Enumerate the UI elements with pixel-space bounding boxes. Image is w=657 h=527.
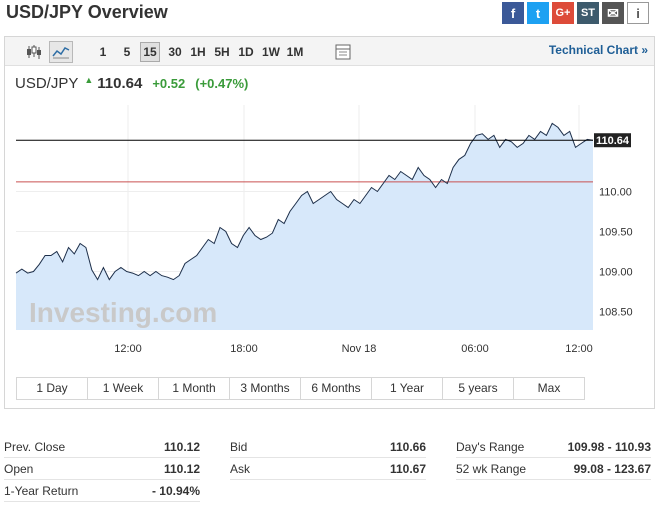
chart-toolbar: 1 5 15 30 1H 5H 1D 1W 1M Technical Chart » bbox=[5, 37, 654, 66]
quote-header: USD/JPY ▲ 110.64 +0.52 (+0.47%) bbox=[15, 75, 248, 92]
area-chart-icon[interactable] bbox=[49, 41, 73, 63]
share-bar: f t G+ ST ✉ i bbox=[502, 2, 649, 24]
stat-label: Bid bbox=[230, 440, 248, 454]
stat-label: 1-Year Return bbox=[4, 484, 79, 498]
stat-row: Ask 110.67 bbox=[230, 458, 426, 480]
x-tick-label: 12:00 bbox=[565, 343, 593, 355]
stat-row: 1-Year Return - 10.94% bbox=[4, 480, 200, 502]
interval-button-1[interactable]: 1 bbox=[99, 45, 107, 59]
range-button-6-months[interactable]: 6 Months bbox=[301, 378, 372, 399]
stat-label: 52 wk Range bbox=[456, 462, 527, 476]
interval-button-30[interactable]: 30 bbox=[168, 45, 182, 59]
interval-button-1d[interactable]: 1D bbox=[238, 45, 254, 59]
price-line bbox=[15, 122, 594, 281]
range-button-5-years[interactable]: 5 years bbox=[443, 378, 514, 399]
y-tick-label: 109.00 bbox=[599, 267, 633, 279]
interval-button-1m[interactable]: 1M bbox=[286, 45, 304, 59]
stat-value: - 10.94% bbox=[151, 484, 200, 498]
x-tick-label: 18:00 bbox=[230, 343, 258, 355]
x-tick-label: 12:00 bbox=[114, 343, 142, 355]
stat-value: 110.67 bbox=[389, 462, 426, 476]
mail-icon[interactable]: ✉ bbox=[602, 2, 624, 24]
stat-row: Day's Range 109.98 - 110.93 bbox=[456, 436, 651, 458]
range-button-3-months[interactable]: 3 Months bbox=[230, 378, 301, 399]
page-title: USD/JPY Overview bbox=[6, 2, 168, 22]
x-tick-label: 06:00 bbox=[461, 343, 489, 355]
stats-column-3: Day's Range 109.98 - 110.93 52 wk Range 99.… bbox=[456, 436, 651, 480]
candlestick-chart-icon[interactable] bbox=[22, 41, 46, 63]
stat-value: 99.08 - 123.67 bbox=[573, 462, 651, 476]
investing-watermark: Investing.com bbox=[29, 297, 217, 328]
price-area bbox=[16, 123, 593, 331]
stat-value: 110.12 bbox=[163, 440, 200, 454]
indicators-icon[interactable] bbox=[331, 41, 355, 63]
stat-label: Prev. Close bbox=[4, 440, 66, 454]
stat-row: Bid 110.66 bbox=[230, 436, 426, 458]
twitter-icon[interactable]: t bbox=[527, 2, 549, 24]
y-tick-label: 108.50 bbox=[599, 307, 633, 319]
technical-chart-link[interactable]: Technical Chart » bbox=[548, 43, 648, 57]
stat-row: Prev. Close 110.12 bbox=[4, 436, 200, 458]
interval-button-5h[interactable]: 5H bbox=[214, 45, 230, 59]
price-chart[interactable]: Investing.com 108.50 109.00 109.50 110.00 110… bbox=[5, 37, 654, 367]
range-button-1-month[interactable]: 1 Month bbox=[159, 378, 230, 399]
price-change-percent: (+0.47%) bbox=[195, 76, 249, 91]
stat-label: Ask bbox=[230, 462, 251, 476]
stat-row: 52 wk Range 99.08 - 123.67 bbox=[456, 458, 651, 480]
last-price: 110.64 bbox=[97, 75, 143, 92]
range-button-max[interactable]: Max bbox=[537, 381, 561, 395]
range-button-1-day[interactable]: 1 Day bbox=[17, 378, 88, 399]
stat-value: 109.98 - 110.93 bbox=[567, 440, 651, 454]
chart-widget: 1 5 15 30 1H 5H 1D 1W 1M Technical Chart » USD/J… bbox=[4, 36, 655, 409]
y-tick-label: 109.50 bbox=[599, 227, 633, 239]
stat-value: 110.66 bbox=[389, 440, 426, 454]
stat-value: 110.12 bbox=[163, 462, 200, 476]
last-price-badge-label: 110.64 bbox=[596, 135, 630, 147]
range-selector: 1 Day 1 Week 1 Month 3 Months 6 Months 1 Year… bbox=[16, 377, 585, 400]
range-button-1-year[interactable]: 1 Year bbox=[372, 378, 443, 399]
interval-button-15[interactable]: 15 bbox=[140, 42, 160, 62]
stat-row: Open 110.12 bbox=[4, 458, 200, 480]
stocktwits-icon[interactable]: ST bbox=[577, 2, 599, 24]
up-arrow-icon: ▲ bbox=[84, 75, 94, 85]
x-tick-label: Nov 18 bbox=[342, 343, 377, 355]
facebook-icon[interactable]: f bbox=[502, 2, 524, 24]
stat-label: Day's Range bbox=[456, 440, 525, 454]
interval-button-1w[interactable]: 1W bbox=[262, 45, 280, 59]
range-button-1-week[interactable]: 1 Week bbox=[88, 378, 159, 399]
info-icon[interactable]: i bbox=[627, 2, 649, 24]
interval-button-5[interactable]: 5 bbox=[123, 45, 131, 59]
stat-label: Open bbox=[4, 462, 34, 476]
stats-column-1: Prev. Close 110.12 Open 110.12 1-Year Return… bbox=[4, 436, 200, 502]
y-tick-label: 110.00 bbox=[599, 186, 632, 198]
price-change: +0.52 bbox=[152, 76, 186, 91]
interval-button-1h[interactable]: 1H bbox=[190, 45, 206, 59]
google-plus-icon[interactable]: G+ bbox=[552, 2, 574, 24]
last-price-badge bbox=[594, 133, 631, 148]
symbol-label: USD/JPY bbox=[15, 75, 79, 92]
stats-column-2: Bid 110.66 Ask 110.67 bbox=[230, 436, 426, 480]
